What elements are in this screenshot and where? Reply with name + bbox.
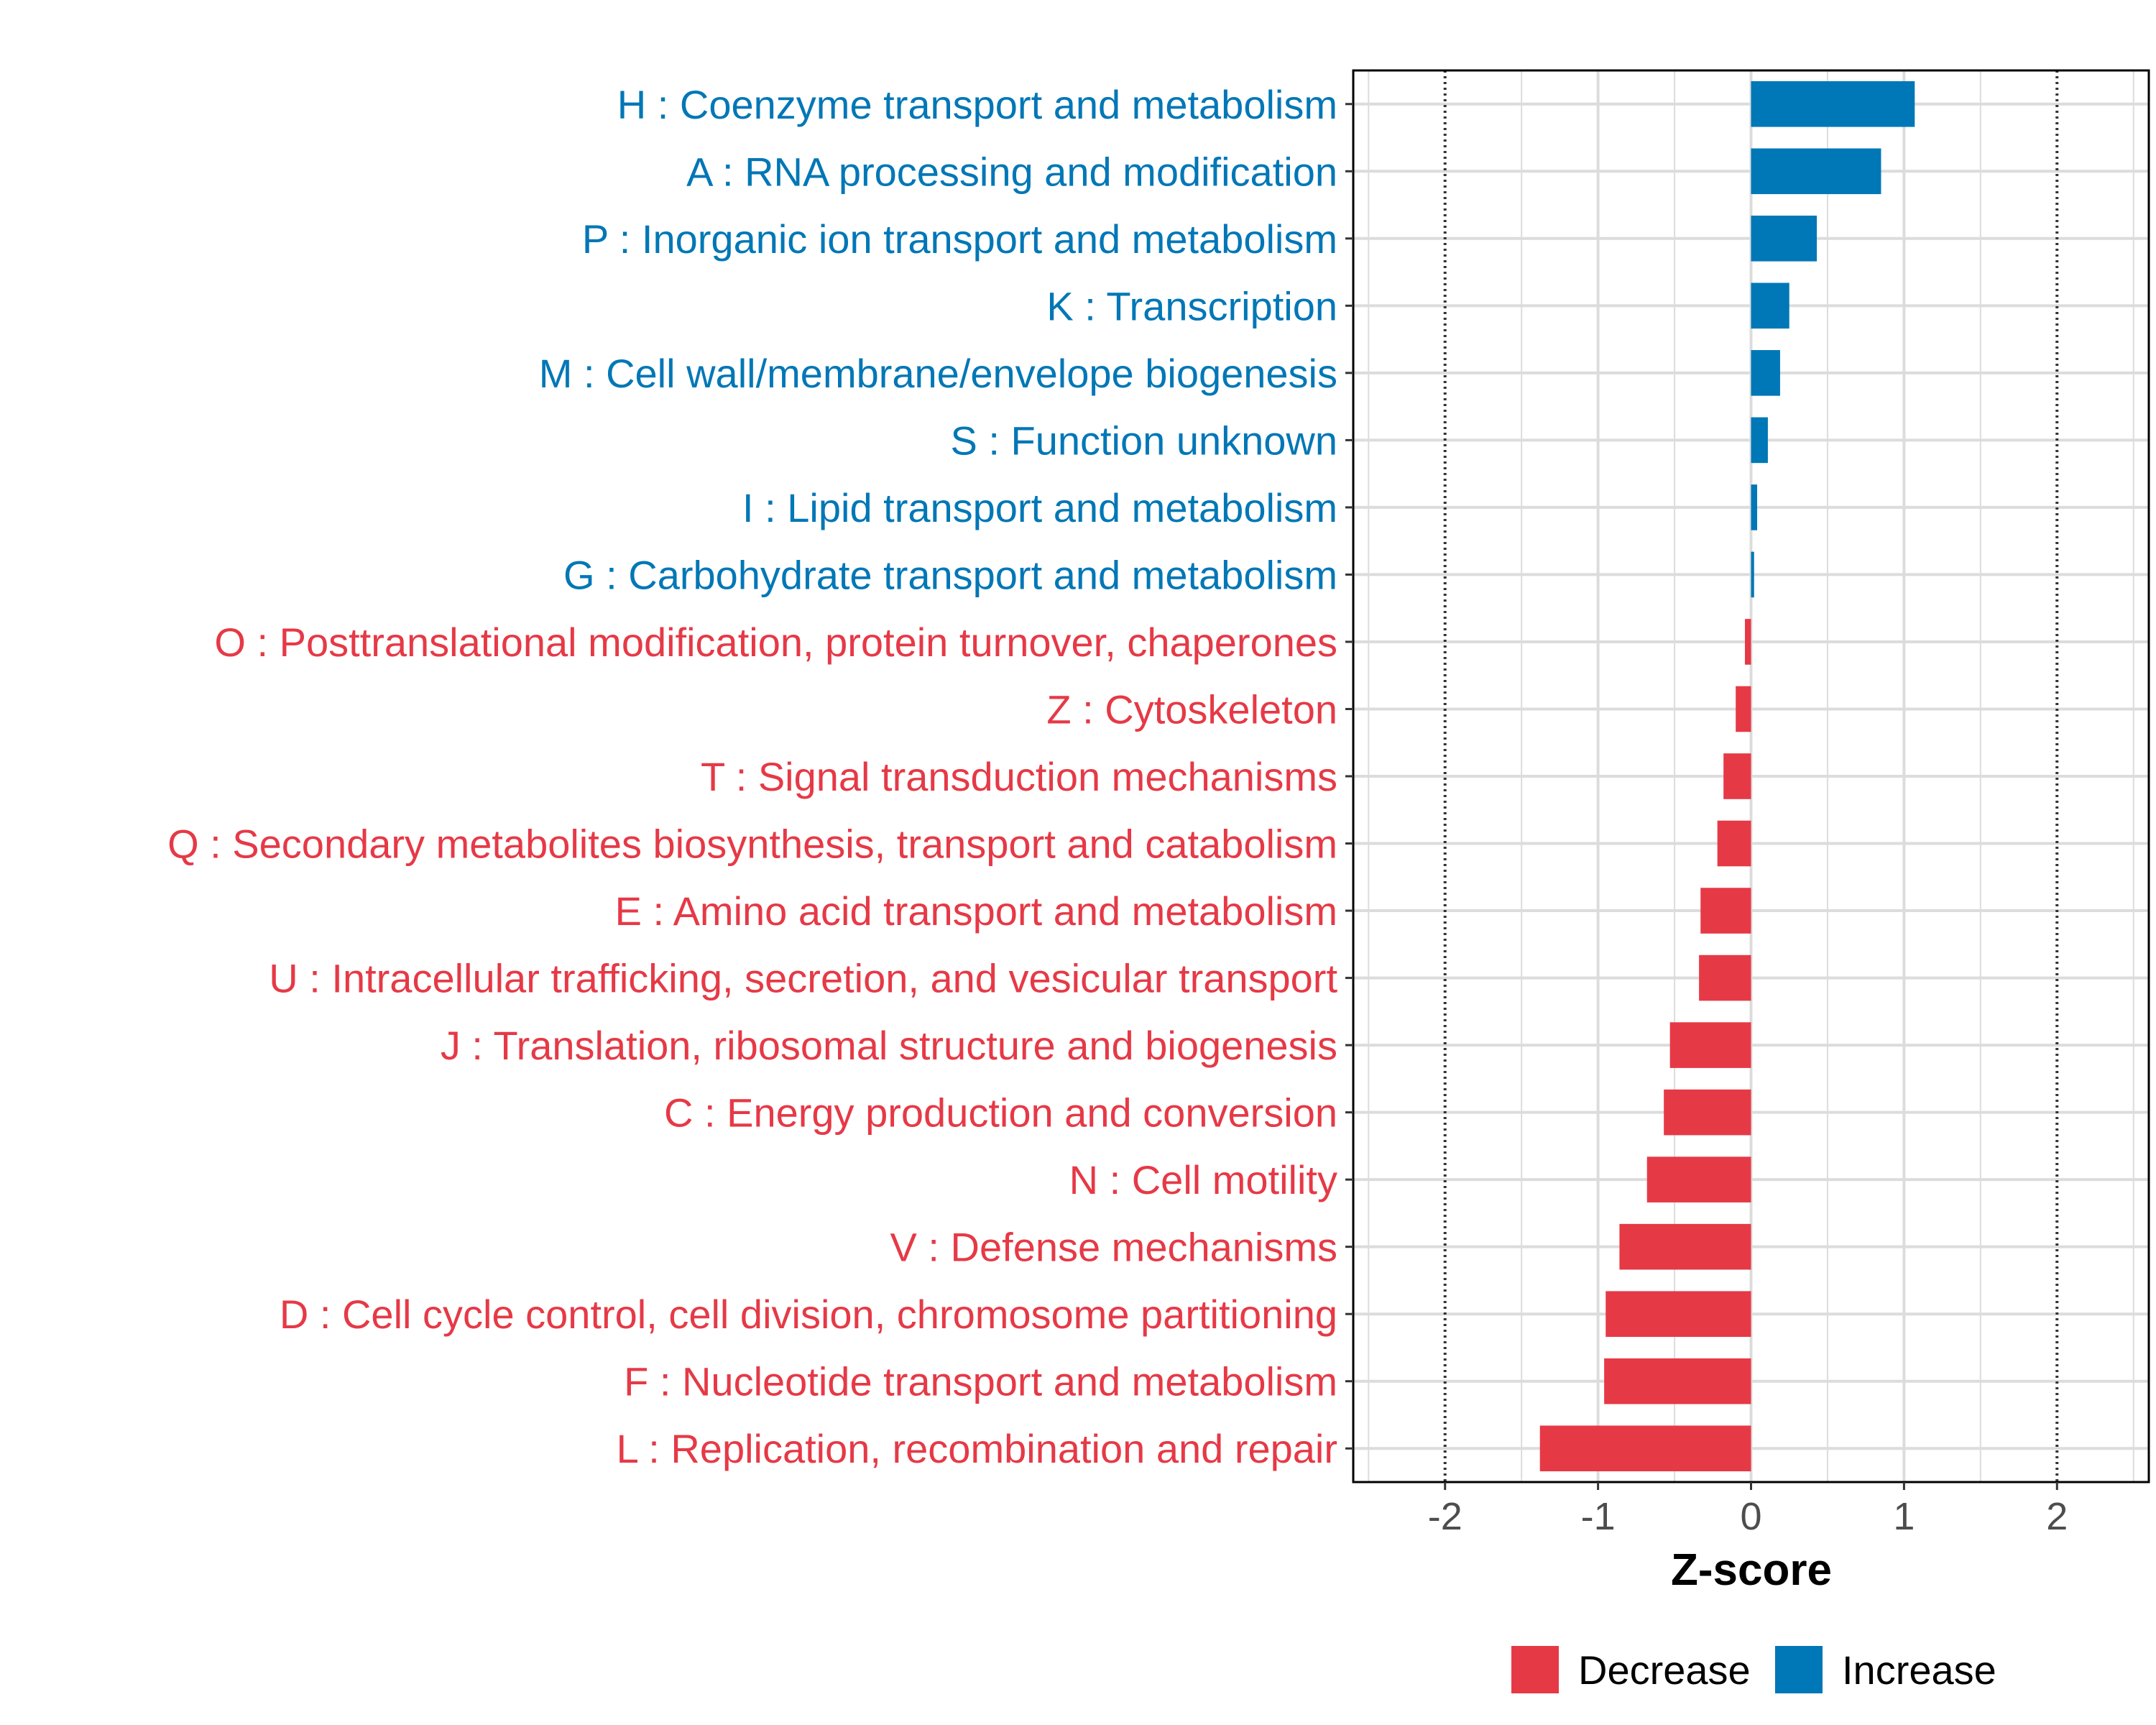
bar xyxy=(1736,686,1751,732)
y-tick-label: H : Coenzyme transport and metabolism xyxy=(617,82,1337,127)
bar xyxy=(1619,1223,1751,1270)
y-tick-label: Z : Cytoskeleton xyxy=(1046,686,1337,732)
bars xyxy=(1539,80,1915,1472)
x-tick-label: 2 xyxy=(2046,1495,2068,1538)
y-tick-label: Q : Secondary metabolites biosynthesis, … xyxy=(167,822,1337,867)
x-tick-label: -1 xyxy=(1581,1495,1616,1538)
y-tick-label: O : Posttranslational modification, prot… xyxy=(214,620,1337,665)
x-axis-title: Z-score xyxy=(1671,1545,1832,1595)
bar xyxy=(1751,80,1915,127)
y-tick-label: D : Cell cycle control, cell division, c… xyxy=(280,1292,1337,1337)
bar xyxy=(1723,753,1751,799)
y-tick-label: S : Function unknown xyxy=(950,418,1337,463)
y-tick-label: C : Energy production and conversion xyxy=(664,1090,1337,1136)
bar xyxy=(1664,1089,1751,1136)
bar xyxy=(1606,1291,1751,1337)
bar xyxy=(1717,820,1751,867)
bar xyxy=(1751,148,1881,195)
legend-swatch xyxy=(1775,1646,1823,1693)
bar xyxy=(1744,619,1751,665)
y-tick-label: F : Nucleotide transport and metabolism xyxy=(624,1359,1337,1404)
y-tick-label: T : Signal transduction mechanisms xyxy=(701,754,1337,799)
legend-label: Increase xyxy=(1842,1647,1996,1693)
bar xyxy=(1751,551,1754,598)
bar xyxy=(1646,1156,1751,1202)
y-tick-label: P : Inorganic ion transport and metaboli… xyxy=(582,216,1337,262)
x-tick-label: -2 xyxy=(1428,1495,1462,1538)
bar xyxy=(1699,954,1751,1001)
x-tick-label: 1 xyxy=(1893,1495,1915,1538)
y-tick-label: J : Translation, ribosomal structure and… xyxy=(441,1023,1337,1068)
y-axis: H : Coenzyme transport and metabolism A :… xyxy=(167,82,1353,1471)
y-tick-label: U : Intracellular trafficking, secretion… xyxy=(269,956,1337,1001)
bar xyxy=(1539,1425,1751,1472)
y-tick-label: K : Transcription xyxy=(1046,283,1337,328)
y-tick-label: G : Carbohydrate transport and metabolis… xyxy=(563,552,1337,597)
bar xyxy=(1751,350,1780,396)
bar xyxy=(1604,1358,1751,1404)
y-tick-label: E : Amino acid transport and metabolism xyxy=(615,888,1337,934)
y-tick-label: A : RNA processing and modification xyxy=(686,149,1337,194)
y-tick-label: L : Replication, recombination and repai… xyxy=(617,1426,1337,1471)
bar xyxy=(1751,417,1768,464)
bar xyxy=(1751,484,1758,530)
bar xyxy=(1751,216,1818,262)
x-axis: -2 -1 0 1 2 xyxy=(1428,1482,2068,1538)
y-tick-label: M : Cell wall/membrane/envelope biogenes… xyxy=(539,351,1337,396)
bar xyxy=(1669,1022,1751,1068)
legend-swatch xyxy=(1511,1646,1559,1693)
legend: Decrease Increase xyxy=(1511,1646,1996,1693)
y-tick-label: N : Cell motility xyxy=(1069,1157,1337,1202)
legend-label: Decrease xyxy=(1578,1647,1751,1693)
bar xyxy=(1700,888,1751,934)
bar xyxy=(1751,282,1789,329)
x-tick-label: 0 xyxy=(1740,1495,1761,1538)
y-tick-label: V : Defense mechanisms xyxy=(890,1225,1337,1270)
y-tick-label: I : Lipid transport and metabolism xyxy=(742,485,1337,530)
